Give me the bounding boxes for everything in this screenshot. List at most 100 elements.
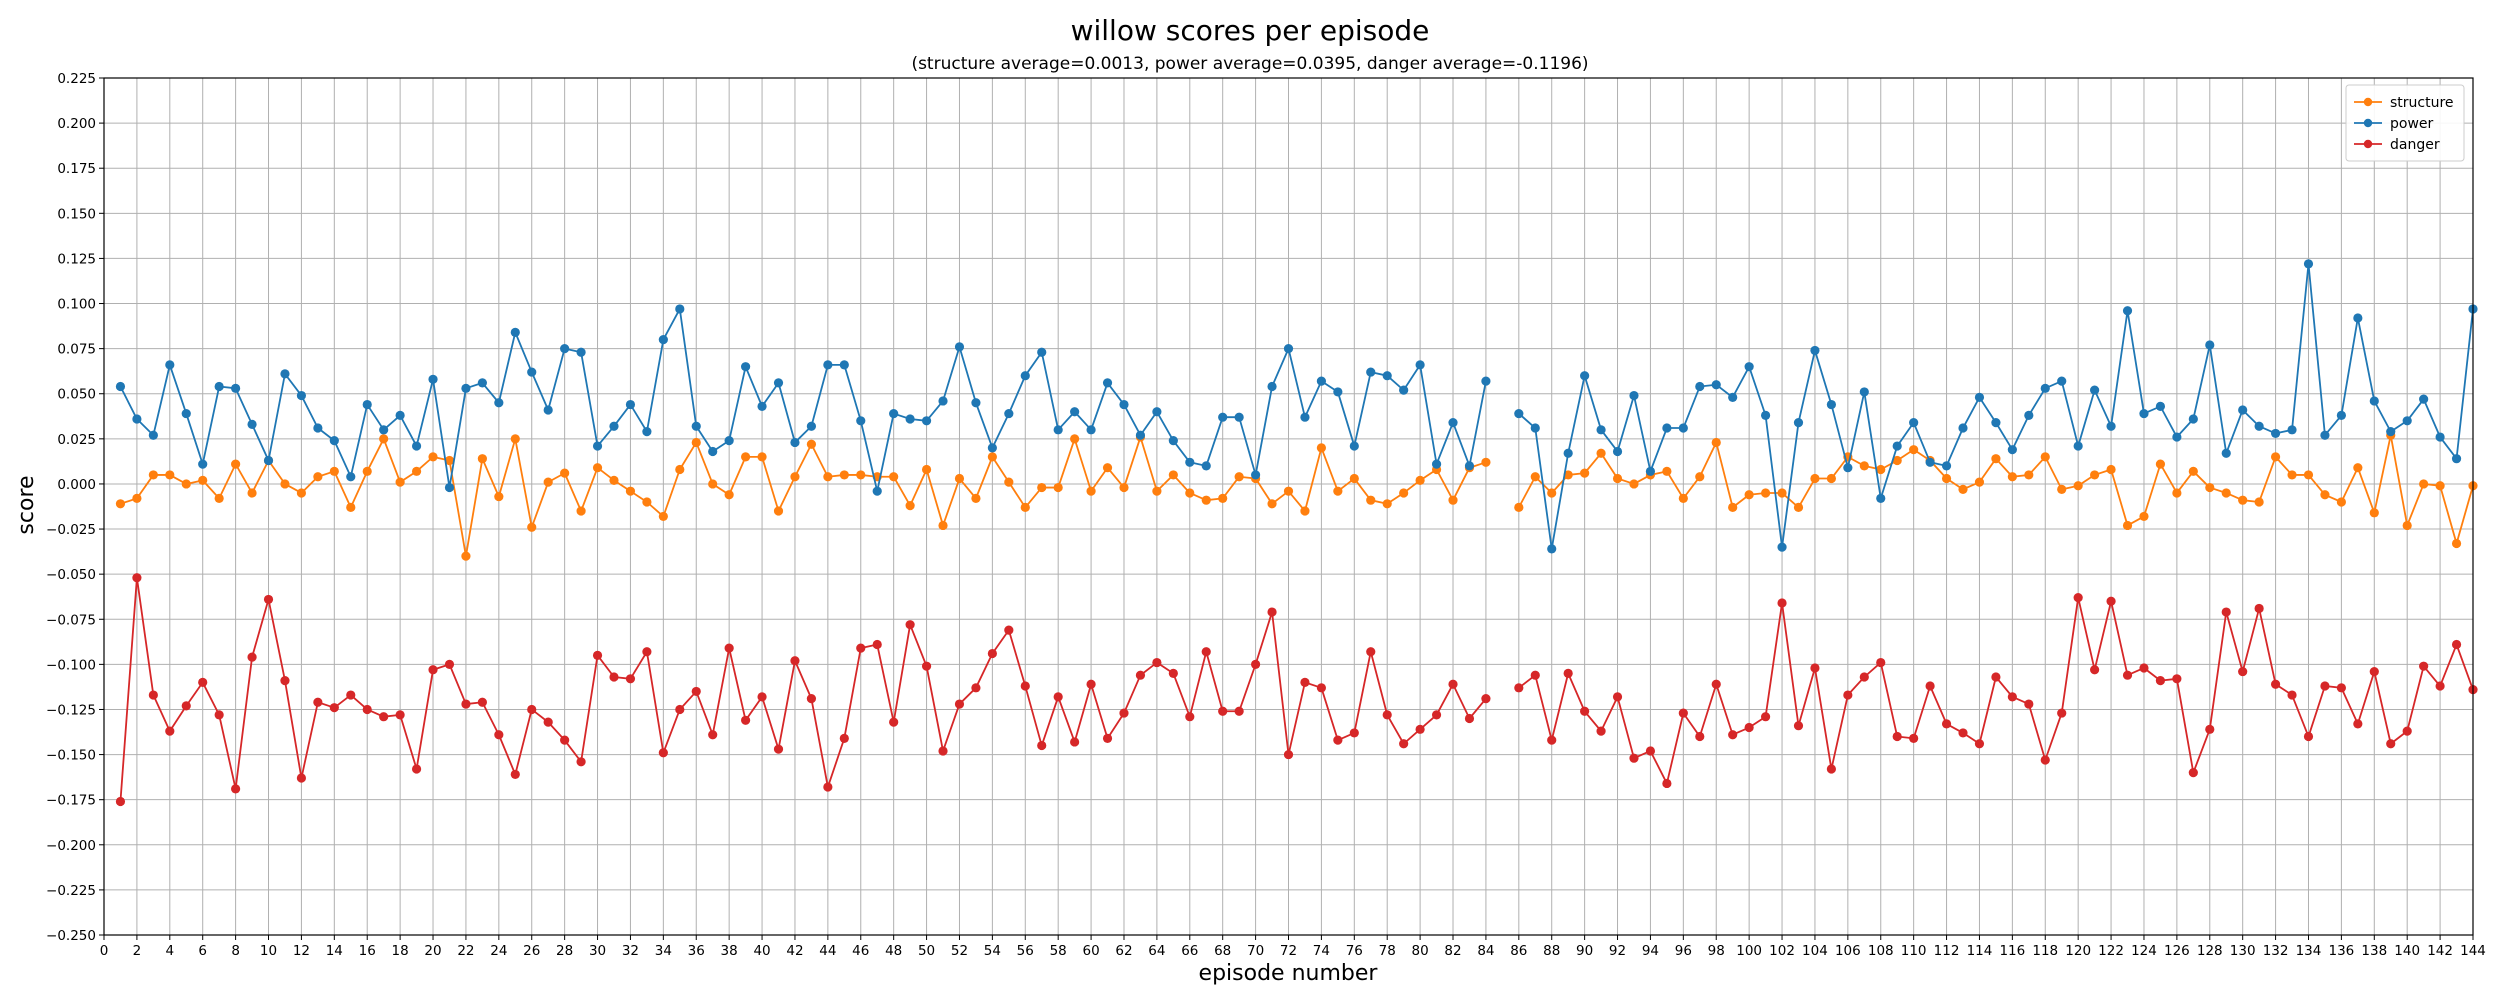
power-point	[1218, 412, 1228, 422]
power-point	[1958, 423, 1968, 433]
structure-point	[691, 437, 701, 448]
y-tick-label: 0.000	[57, 477, 96, 493]
power-point	[905, 414, 915, 424]
x-tick-label: 16	[359, 943, 376, 959]
chart-subtitle: (structure average=0.0013, power average…	[911, 54, 1588, 74]
danger-point	[346, 690, 356, 700]
danger-point	[2106, 596, 2116, 606]
x-tick-label: 32	[622, 943, 639, 959]
power-point	[263, 455, 274, 466]
power-point	[691, 421, 701, 431]
danger-point	[444, 659, 455, 669]
legend-label: power	[2390, 116, 2434, 132]
danger-point	[2254, 603, 2264, 614]
power-point	[214, 381, 224, 392]
x-tick-label: 76	[1346, 943, 1363, 959]
structure-point	[1958, 484, 1968, 494]
danger-point	[2155, 676, 2166, 686]
power-point	[1119, 399, 1129, 410]
power-point	[724, 436, 734, 446]
power-point	[1711, 380, 1721, 390]
x-tick-label: 98	[1708, 943, 1725, 959]
danger-point	[1777, 598, 1787, 608]
structure-point	[2451, 538, 2462, 549]
structure-point	[2435, 481, 2445, 491]
power-point	[1876, 493, 1886, 503]
structure-point	[1711, 437, 1721, 448]
structure-point	[905, 500, 915, 511]
y-tick-label: −0.200	[46, 838, 96, 854]
power-point	[1744, 362, 1754, 372]
power-point	[872, 486, 882, 496]
power-point	[675, 304, 685, 314]
danger-point	[2188, 768, 2198, 778]
danger-point	[1464, 713, 1475, 724]
structure-point	[2073, 481, 2083, 491]
danger-point	[1892, 731, 1902, 742]
x-tick-label: 100	[1736, 943, 1762, 959]
structure-point	[1580, 468, 1590, 478]
y-tick-label: 0.200	[57, 116, 96, 132]
danger-point	[2040, 755, 2050, 765]
grid	[103, 77, 2474, 936]
x-tick-label: 42	[786, 943, 803, 959]
x-tick-label: 18	[392, 943, 409, 959]
danger-point	[1382, 710, 1392, 720]
danger-point	[510, 769, 520, 780]
danger-point	[987, 648, 997, 659]
danger-point	[1514, 683, 1524, 693]
power-point	[543, 405, 553, 415]
structure-point	[1316, 443, 1327, 453]
power-point	[2221, 448, 2231, 458]
y-tick-label: −0.050	[46, 567, 96, 583]
structure-point	[2090, 470, 2100, 480]
x-tick-label: 140	[2394, 943, 2420, 959]
x-tick-label: 0	[100, 943, 109, 959]
danger-point	[1810, 663, 1820, 673]
structure-point	[1185, 488, 1195, 498]
power-point	[2435, 432, 2445, 442]
danger-point	[905, 620, 915, 630]
x-tick-label: 12	[293, 943, 310, 959]
x-tick-label: 136	[2328, 943, 2354, 959]
x-tick-label: 96	[1675, 943, 1692, 959]
danger-point	[1070, 737, 1080, 747]
power-point	[1168, 436, 1178, 446]
power-point	[1514, 408, 1524, 419]
structure-point	[839, 470, 849, 480]
x-tick-label: 36	[688, 943, 705, 959]
structure-point	[2336, 497, 2346, 507]
danger-point	[1234, 706, 1244, 716]
power-point	[609, 421, 619, 431]
power-point	[1662, 423, 1672, 433]
danger-point	[806, 694, 817, 704]
structure-point	[1514, 502, 1524, 513]
power-point	[1547, 544, 1557, 554]
power-point	[658, 335, 668, 345]
structure-point	[1218, 493, 1228, 503]
power-point	[494, 398, 504, 408]
power-point	[1793, 418, 1804, 428]
danger-point	[1152, 657, 1162, 668]
danger-point	[1283, 749, 1294, 760]
structure-point	[708, 479, 718, 489]
power-point	[1991, 418, 2001, 428]
structure-point	[1037, 482, 1047, 493]
x-tick-label: 30	[589, 943, 606, 959]
power-point	[1135, 430, 1146, 440]
y-tick-label: 0.075	[57, 342, 96, 358]
power-point	[1152, 407, 1162, 417]
danger-point	[1300, 677, 1310, 688]
power-point	[1185, 457, 1195, 467]
power-point	[165, 360, 175, 370]
x-tick-label: 10	[260, 943, 277, 959]
danger-point	[1580, 706, 1590, 716]
power-point	[362, 399, 372, 410]
power-point	[1102, 378, 1113, 388]
power-point	[231, 383, 241, 393]
danger-point	[1859, 672, 1869, 682]
structure-point	[560, 468, 570, 478]
structure-point	[1119, 482, 1129, 493]
power-point	[2353, 313, 2363, 323]
danger-point	[1909, 733, 1919, 743]
